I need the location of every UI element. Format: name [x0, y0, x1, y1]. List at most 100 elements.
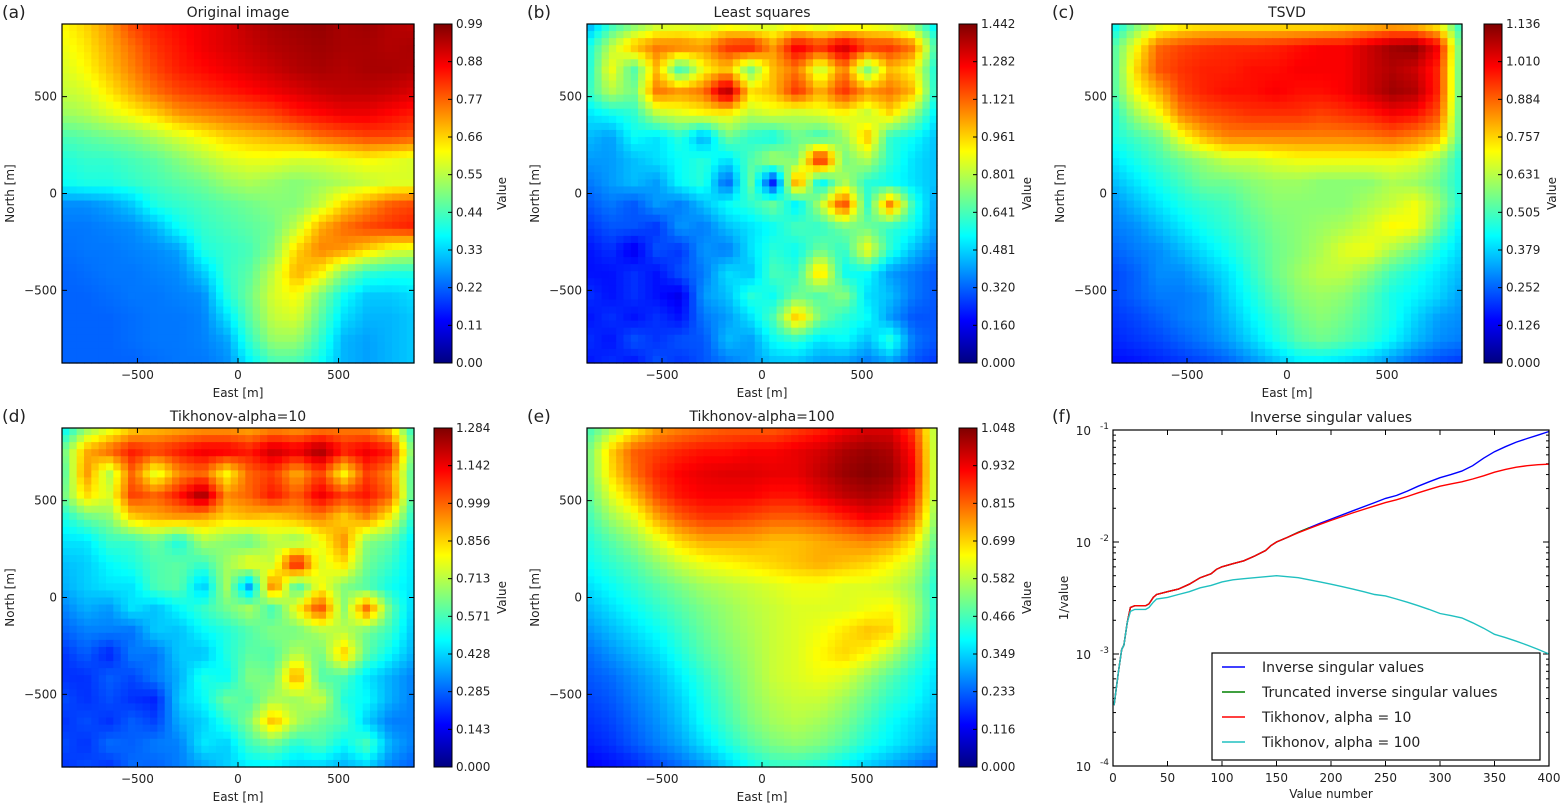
heatmap-cell — [1279, 52, 1288, 60]
heatmap-cell — [834, 186, 843, 195]
heatmap-cell — [282, 278, 290, 286]
heatmap-cell — [62, 242, 70, 251]
heatmap-cell — [885, 327, 894, 336]
heatmap-cell — [747, 151, 756, 159]
heatmap-cell — [128, 320, 136, 329]
heatmap-cell — [282, 80, 290, 89]
heatmap-cell — [340, 306, 349, 315]
heatmap-cell — [399, 299, 408, 308]
heatmap-cell — [238, 242, 246, 251]
heatmap-cell — [230, 214, 239, 223]
heatmap-cell — [681, 341, 690, 350]
heatmap-cell — [667, 38, 676, 46]
heatmap-cell — [864, 285, 872, 293]
heatmap-cell — [783, 158, 792, 166]
colorbar-tick-label: 0.11 — [456, 318, 483, 332]
heatmap-cell — [406, 24, 415, 32]
heatmap-cell — [164, 271, 173, 279]
heatmap-cell — [245, 108, 254, 117]
heatmap-cell — [355, 137, 364, 145]
heatmap-cell — [230, 158, 239, 166]
heatmap-cell — [1155, 38, 1164, 46]
heatmap-cell — [769, 137, 778, 145]
heatmap-cell — [179, 165, 188, 173]
heatmap-cell — [652, 221, 661, 230]
heatmap-cell — [725, 186, 734, 195]
heatmap-cell — [370, 151, 378, 159]
heatmap-cell — [783, 108, 792, 117]
heatmap-cell — [900, 80, 909, 89]
heatmap-cell — [623, 235, 632, 244]
heatmap-cell — [326, 228, 334, 237]
heatmap-cell — [805, 355, 814, 364]
heatmap-cell — [98, 257, 107, 265]
heatmap-cell — [783, 52, 792, 60]
heatmap-cell — [710, 235, 719, 244]
heatmap-cell — [113, 228, 122, 237]
heatmap-cell — [208, 334, 217, 343]
heatmap-cell — [274, 137, 283, 145]
heatmap-cell — [216, 250, 224, 258]
heatmap-cell — [84, 320, 92, 329]
heatmap-cell — [172, 45, 180, 53]
heatmap-cell — [638, 80, 646, 89]
heatmap-cell — [362, 193, 371, 202]
heatmap-cell — [856, 214, 865, 223]
heatmap-cell — [164, 327, 173, 336]
heatmap-cell — [1389, 52, 1397, 60]
heatmap-cell — [333, 66, 342, 75]
heatmap-cell — [340, 348, 349, 357]
heatmap-cell — [805, 207, 814, 216]
heatmap-cell — [630, 101, 639, 110]
heatmap-cell — [710, 172, 719, 180]
heatmap-cell — [834, 355, 843, 364]
heatmap-cell — [849, 228, 858, 237]
heatmap-cell — [326, 292, 334, 301]
heatmap-cell — [732, 38, 741, 46]
heatmap-cell — [157, 200, 166, 209]
heatmap-cell — [76, 235, 85, 244]
heatmap-cell — [710, 52, 719, 60]
heatmap-cell — [223, 327, 232, 336]
heatmap-cell — [318, 52, 327, 60]
heatmap-cell — [135, 94, 144, 103]
heatmap-cell — [776, 179, 785, 188]
heatmap-cell — [406, 59, 415, 67]
heatmap-cell — [128, 313, 136, 322]
heatmap-cell — [267, 278, 276, 286]
heatmap-cell — [776, 129, 785, 138]
colorbar-tick-label: 0.481 — [981, 243, 1015, 257]
heatmap-cell — [296, 334, 305, 343]
heatmap-cell — [245, 122, 254, 131]
heatmap-cell — [252, 271, 261, 279]
heatmap-cell — [333, 320, 342, 329]
heatmap-cell — [783, 144, 792, 152]
heatmap-cell — [754, 94, 763, 103]
heatmap-cell — [769, 257, 778, 265]
heatmap-cell — [399, 264, 408, 272]
heatmap-cell — [740, 264, 749, 272]
heatmap-cell — [900, 299, 909, 308]
colorbar-tick-label: 0.55 — [456, 168, 483, 182]
heatmap-cell — [630, 172, 639, 180]
heatmap-cell — [91, 80, 100, 89]
heatmap-cell — [689, 158, 697, 166]
heatmap-cell — [1206, 59, 1215, 67]
heatmap-cell — [885, 87, 894, 96]
heatmap-cell — [885, 334, 894, 343]
heatmap-cell — [703, 101, 712, 110]
heatmap-cell — [623, 24, 632, 32]
heatmap-cell — [230, 137, 239, 145]
heatmap-cell — [1265, 52, 1274, 60]
heatmap-cell — [710, 271, 719, 279]
heatmap-cell — [885, 214, 894, 223]
heatmap-cell — [1163, 52, 1171, 60]
heatmap-cell — [135, 264, 144, 272]
heatmap-cell — [216, 144, 224, 152]
heatmap-cell — [282, 250, 290, 258]
heatmap-cell — [333, 221, 342, 230]
heatmap-cell — [922, 313, 931, 322]
heatmap-cell — [776, 115, 785, 124]
heatmap-cell — [333, 24, 342, 32]
heatmap-cell — [769, 108, 778, 117]
